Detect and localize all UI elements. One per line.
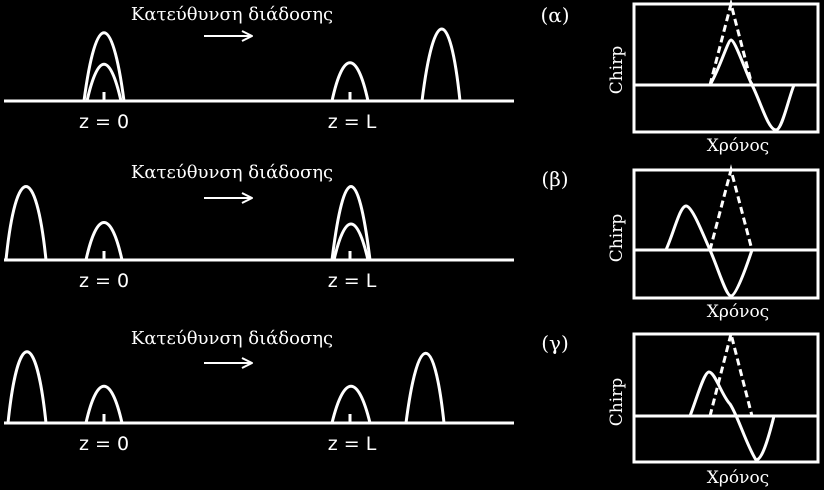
right-arrow-icon	[241, 357, 253, 369]
output-pulse	[330, 61, 370, 102]
z-start-label: z = 0	[79, 270, 129, 292]
reference-pulse	[4, 185, 48, 261]
output-pulse-tall	[330, 185, 372, 261]
reference-pulse-output	[404, 352, 446, 424]
chirp-inset-beta	[632, 164, 820, 300]
input-pulse	[84, 385, 124, 424]
output-pulse	[330, 385, 372, 424]
panel-tag: (α)	[540, 3, 569, 27]
intensity-profile-dashed	[708, 333, 754, 417]
z-end-label: z = L	[328, 433, 377, 455]
inset-y-label: Chirp	[607, 214, 627, 263]
z-end-label: z = L	[328, 111, 377, 133]
output-pulse-short	[332, 222, 370, 261]
chirp-inset-gamma	[632, 332, 820, 464]
z-start-label: z = 0	[79, 111, 129, 133]
direction-label: Κατεύθυνση διάδοσης	[131, 4, 333, 25]
chirp-curve	[664, 204, 754, 298]
panel-tag: (γ)	[541, 331, 569, 355]
reference-pulse	[420, 27, 462, 102]
direction-label: Κατεύθυνση διάδοσης	[131, 162, 333, 183]
chirp-curve	[688, 370, 776, 462]
inset-frame	[632, 168, 820, 300]
input-pulse	[84, 221, 124, 261]
row-beta	[4, 185, 514, 262]
intensity-profile-dashed	[708, 164, 754, 251]
direction-label: Κατεύθυνση διάδοσης	[131, 328, 333, 349]
panel-tag: (β)	[541, 167, 568, 191]
row-alpha	[4, 27, 514, 103]
inset-frame	[632, 2, 820, 134]
input-pulse-tall	[82, 31, 126, 102]
z-end-label: z = L	[328, 270, 377, 292]
inset-y-label: Chirp	[607, 378, 627, 427]
reference-pulse	[6, 350, 48, 424]
right-arrow-icon	[241, 192, 253, 204]
input-pulse-short	[85, 63, 123, 102]
inset-x-label: Χρόνος	[707, 468, 769, 488]
inset-frame	[632, 332, 820, 464]
row-gamma	[4, 350, 514, 425]
chirp-curve	[708, 38, 796, 132]
inset-x-label: Χρόνος	[707, 302, 769, 322]
intensity-profile-dashed	[708, 0, 754, 86]
inset-y-label: Chirp	[607, 46, 627, 95]
inset-x-label: Χρόνος	[707, 136, 769, 156]
chirp-inset-alpha	[632, 0, 820, 134]
z-start-label: z = 0	[79, 433, 129, 455]
right-arrow-icon	[241, 30, 253, 42]
